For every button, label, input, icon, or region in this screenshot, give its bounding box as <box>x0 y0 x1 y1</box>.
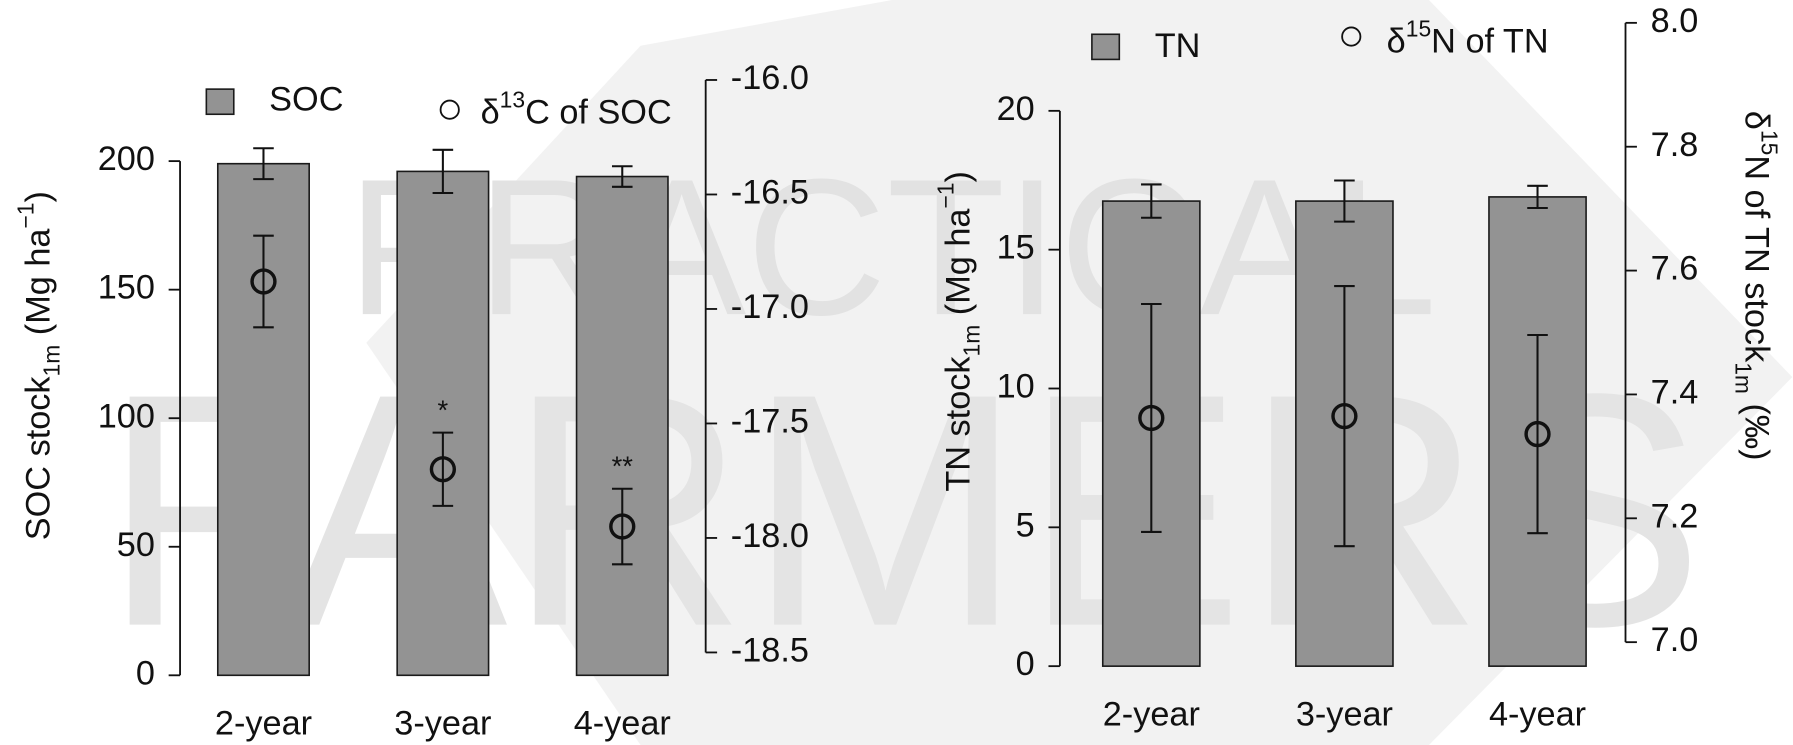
x-tick-label: 4-year <box>574 705 671 743</box>
y2-tick-label: 7.4 <box>1651 373 1699 411</box>
legend-label: SOC <box>269 81 343 119</box>
x-tick-label: 2-year <box>1103 695 1200 733</box>
watermark-text: FARMERS <box>102 326 1704 696</box>
y2-tick-label: -18.5 <box>731 631 809 669</box>
y2-tick-label: 7.0 <box>1651 621 1699 659</box>
axis-title-part: 1m <box>959 325 985 357</box>
y2-tick-label: -17.0 <box>731 288 809 326</box>
legend-swatch <box>1092 34 1119 59</box>
y-tick-label: 10 <box>997 368 1035 406</box>
axis-title-part: (‰) <box>1738 394 1776 461</box>
axis-title-part: (Mg ha <box>20 228 58 345</box>
significance-label: ** <box>612 450 634 481</box>
y2-tick-label: -18.0 <box>731 517 809 555</box>
y2-tick-label: -17.5 <box>731 403 809 441</box>
axis-title-part: 1m <box>1731 362 1757 394</box>
y2-tick-label: 7.8 <box>1651 126 1699 164</box>
axis-title-part: δ <box>1738 111 1776 130</box>
axis-title-part: −1 <box>933 183 959 209</box>
significance-label: * <box>438 394 449 425</box>
axis-title-part: (Mg ha <box>940 208 978 325</box>
y2-tick-label: 7.6 <box>1651 250 1699 288</box>
axis-title-part: SOC stock <box>20 376 58 541</box>
bar <box>577 177 668 676</box>
axis-title-part: ) <box>20 191 58 202</box>
y-tick-label: 0 <box>136 654 155 692</box>
x-tick-label: 3-year <box>394 705 491 743</box>
figure: PRACTICAL FARMERS 050100150200-18.5-18.0… <box>0 0 1793 745</box>
axis-title-part: −1 <box>13 203 39 229</box>
y-tick-label: 20 <box>997 90 1035 128</box>
watermark-text: PRACTICAL <box>347 139 1437 356</box>
y-tick-label: 5 <box>1016 506 1035 544</box>
axis-title-part: ) <box>940 171 978 182</box>
x-tick-label: 4-year <box>1489 695 1586 733</box>
y-tick-label: 100 <box>98 397 155 435</box>
y2-tick-label: -16.5 <box>731 174 809 212</box>
axis-title: δ15N of TN stock1m (‰) <box>1731 111 1783 461</box>
axis-title-part: N of TN stock <box>1738 155 1776 363</box>
legend-swatch <box>206 89 233 114</box>
axis-title-part: TN stock <box>940 356 978 492</box>
y-tick-label: 150 <box>98 269 155 307</box>
y2-tick-label: -16.0 <box>731 59 809 97</box>
y-tick-label: 50 <box>117 526 155 564</box>
axis-title-part: 15 <box>1757 130 1783 155</box>
x-tick-label: 2-year <box>215 705 312 743</box>
x-tick-label: 3-year <box>1296 695 1393 733</box>
y-tick-label: 15 <box>997 229 1035 267</box>
y-tick-label: 0 <box>1016 645 1035 683</box>
legend-label: TN <box>1155 27 1201 65</box>
y-tick-label: 200 <box>98 140 155 178</box>
axis-title-part: 1m <box>39 345 65 377</box>
y2-tick-label: 8.0 <box>1651 2 1699 40</box>
y2-tick-label: 7.2 <box>1651 497 1699 535</box>
